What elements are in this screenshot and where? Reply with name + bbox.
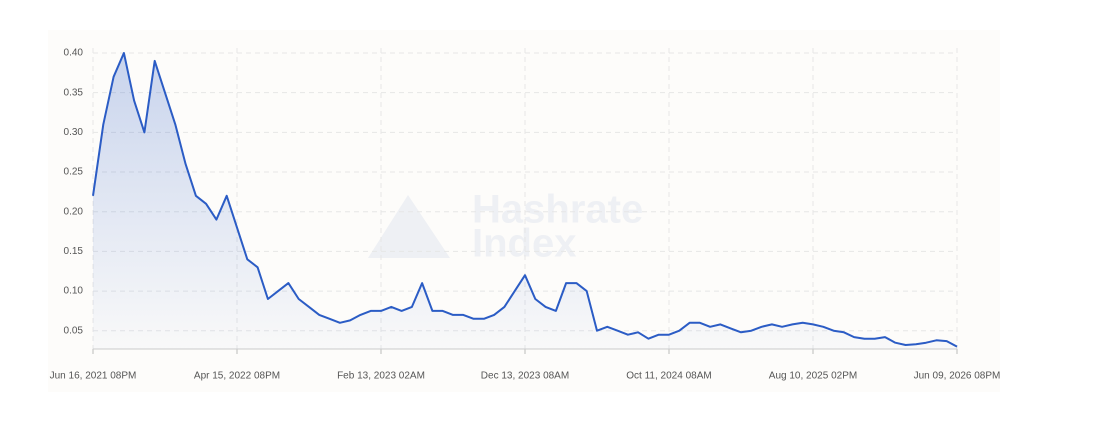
watermark: Hashrate Index: [368, 188, 643, 266]
watermark-text: Index: [472, 222, 576, 266]
line: [92, 52, 958, 348]
watermark-text: Hashrate: [472, 188, 643, 232]
x-tick-label: Dec 13, 2023 08AM: [481, 371, 569, 382]
area: [93, 53, 957, 349]
x-tick-label: Apr 15, 2022 08PM: [194, 371, 280, 382]
y-tick-label: 0.25: [64, 167, 84, 178]
y-tick-label: 0.30: [64, 127, 84, 138]
y-tick-label: 0.15: [64, 246, 84, 257]
y-tick-label: 0.10: [64, 286, 84, 297]
x-tick-label: Oct 11, 2024 08AM: [626, 371, 711, 382]
x-tick-label: Aug 10, 2025 02PM: [769, 371, 857, 382]
y-tick-label: 0.35: [64, 87, 84, 98]
y-tick-label: 0.05: [64, 325, 84, 336]
x-tick-label: Jun 16, 2021 08PM: [50, 371, 137, 382]
x-tick-label: Feb 13, 2023 02AM: [337, 371, 425, 382]
y-tick-label: 0.20: [64, 206, 84, 217]
y-tick-label: 0.40: [64, 48, 84, 59]
x-tick-label: Jun 09, 2026 08PM: [914, 371, 1001, 382]
